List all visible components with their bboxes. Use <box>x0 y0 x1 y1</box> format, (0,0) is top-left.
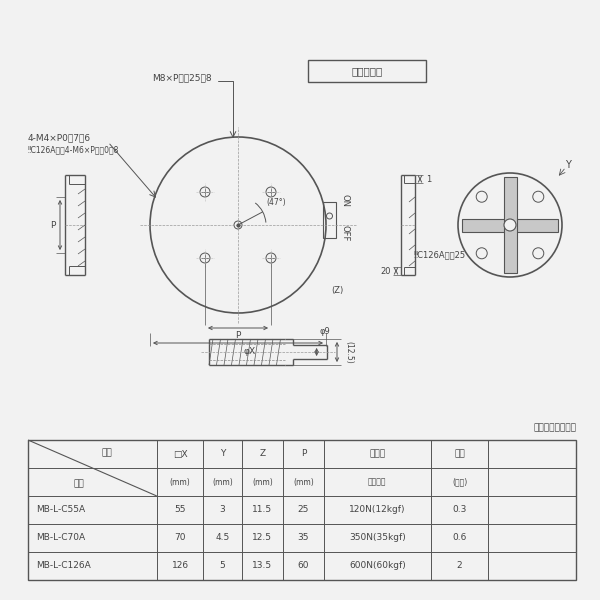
Text: MB-L-C55A: MB-L-C55A <box>36 505 85 514</box>
Text: 70: 70 <box>175 533 186 542</box>
Bar <box>28 440 576 580</box>
Text: 形式: 形式 <box>73 479 84 488</box>
Text: 4-M4×P0．7深6: 4-M4×P0．7深6 <box>28 133 91 142</box>
Text: Y: Y <box>565 160 571 170</box>
Text: 126: 126 <box>172 562 188 571</box>
Polygon shape <box>462 218 558 232</box>
Text: M8×P１．25深8: M8×P１．25深8 <box>152 73 212 82</box>
Circle shape <box>476 191 487 202</box>
Text: 55: 55 <box>175 505 186 514</box>
Text: 12.5: 12.5 <box>252 533 272 542</box>
Bar <box>308 60 426 82</box>
Text: (mm): (mm) <box>170 478 190 487</box>
Text: 25: 25 <box>298 505 309 514</box>
Text: φ9: φ9 <box>319 326 330 335</box>
Text: ‼C126Aのみ25: ‼C126Aのみ25 <box>413 251 465 259</box>
Text: Z: Z <box>259 449 265 458</box>
Text: 4.5: 4.5 <box>215 533 230 542</box>
Text: 0.3: 0.3 <box>452 505 467 514</box>
Text: MB-L-C70A: MB-L-C70A <box>36 533 85 542</box>
Text: 形状・仕様: 形状・仕様 <box>352 66 383 76</box>
Text: 3: 3 <box>220 505 226 514</box>
Text: 600N(60kgf): 600N(60kgf) <box>349 562 406 571</box>
Text: P: P <box>301 449 306 458</box>
Text: ‼C126Aのみ4-M6×P１．0深8: ‼C126Aのみ4-M6×P１．0深8 <box>28 145 119 154</box>
Text: 0.6: 0.6 <box>452 533 467 542</box>
Text: (mm): (mm) <box>212 478 233 487</box>
Text: □X: □X <box>173 449 187 458</box>
Text: (12.5): (12.5) <box>344 341 353 364</box>
Text: 20: 20 <box>381 266 391 275</box>
Text: 60: 60 <box>298 562 309 571</box>
Circle shape <box>533 191 544 202</box>
Text: (Z): (Z) <box>331 286 343 295</box>
Text: (mm): (mm) <box>293 478 314 487</box>
Text: φX: φX <box>244 346 256 355</box>
Text: 120N(12kgf): 120N(12kgf) <box>349 505 406 514</box>
Text: P: P <box>50 220 56 229</box>
Text: 材質：ステンレス: 材質：ステンレス <box>533 424 576 433</box>
Text: 2: 2 <box>457 562 463 571</box>
Polygon shape <box>503 177 517 273</box>
Text: (Ｋｇ): (Ｋｇ) <box>452 478 467 487</box>
Text: 吸着力: 吸着力 <box>369 449 385 458</box>
Bar <box>323 202 336 238</box>
Text: (47°): (47°) <box>266 199 286 208</box>
Text: 図面表記: 図面表記 <box>368 478 386 487</box>
Text: (mm): (mm) <box>252 478 272 487</box>
Circle shape <box>533 248 544 259</box>
Text: 11.5: 11.5 <box>252 505 272 514</box>
Text: P: P <box>235 331 241 340</box>
Text: 項目: 項目 <box>101 448 112 457</box>
Text: 13.5: 13.5 <box>252 562 272 571</box>
Circle shape <box>476 248 487 259</box>
Text: ON: ON <box>341 193 349 206</box>
Text: Y: Y <box>220 449 225 458</box>
Text: MB-L-C126A: MB-L-C126A <box>36 562 91 571</box>
Text: 35: 35 <box>298 533 309 542</box>
Text: 1: 1 <box>427 175 431 184</box>
Text: 5: 5 <box>220 562 226 571</box>
Circle shape <box>504 219 516 231</box>
Text: 350N(35kgf): 350N(35kgf) <box>349 533 406 542</box>
Text: 質量: 質量 <box>454 449 465 458</box>
Text: OFF: OFF <box>341 225 349 241</box>
